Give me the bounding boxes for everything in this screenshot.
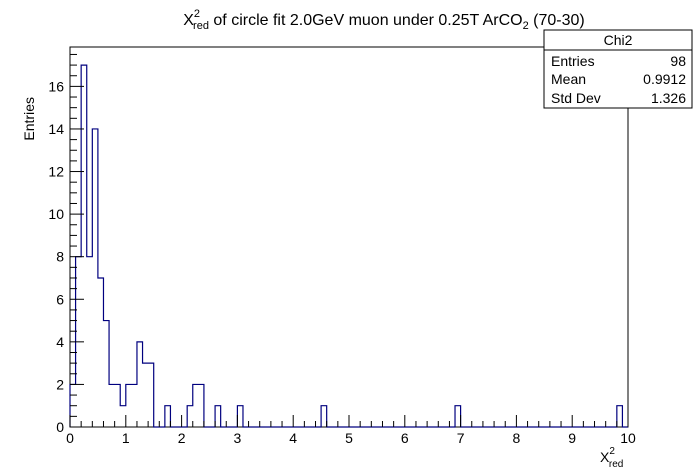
y-tick-label: 4 <box>56 334 64 350</box>
stats-mean-label: Mean <box>551 71 586 87</box>
stats-stddev-value: 1.326 <box>651 90 686 106</box>
y-tick-label: 2 <box>56 376 64 392</box>
x-tick-label: 7 <box>457 430 465 446</box>
x-tick-label: 1 <box>122 430 130 446</box>
x-tick-label: 10 <box>620 430 636 446</box>
y-tick-label: 0 <box>56 419 64 435</box>
y-axis: 0 2 4 6 8 10 12 14 16 <box>48 53 84 435</box>
stats-entries-label: Entries <box>551 53 595 69</box>
x-axis: 0 1 2 3 4 5 6 7 8 9 10 <box>66 415 636 446</box>
stats-stddev-label: Std Dev <box>551 90 601 106</box>
x-tick-label: 6 <box>401 430 409 446</box>
stats-box: Chi2 Entries 98 Mean 0.9912 Std Dev 1.32… <box>543 29 693 109</box>
x-tick-label: 4 <box>289 430 297 446</box>
y-tick-label: 6 <box>56 291 64 307</box>
y-tick-label: 10 <box>48 206 64 222</box>
x-tick-label: 0 <box>66 430 74 446</box>
chart-title: X2 red of circle fit 2.0GeV muon under 0.… <box>183 8 585 32</box>
y-tick-label: 16 <box>48 78 64 94</box>
x-tick-label: 5 <box>345 430 353 446</box>
x-tick-label: 3 <box>234 430 242 446</box>
y-tick-label: 14 <box>48 121 64 137</box>
x-tick-label: 2 <box>178 430 186 446</box>
y-tick-label: 8 <box>56 249 64 265</box>
histogram-series <box>69 64 628 428</box>
x-tick-label: 8 <box>513 430 521 446</box>
x-tick-label: 9 <box>568 430 576 446</box>
y-axis-label: Entries <box>21 97 37 141</box>
stats-title: Chi2 <box>604 32 633 48</box>
x-axis-label: X2 red <box>600 446 623 470</box>
stats-mean-value: 0.9912 <box>643 71 686 87</box>
y-tick-label: 12 <box>48 164 64 180</box>
stats-entries-value: 98 <box>670 53 686 69</box>
